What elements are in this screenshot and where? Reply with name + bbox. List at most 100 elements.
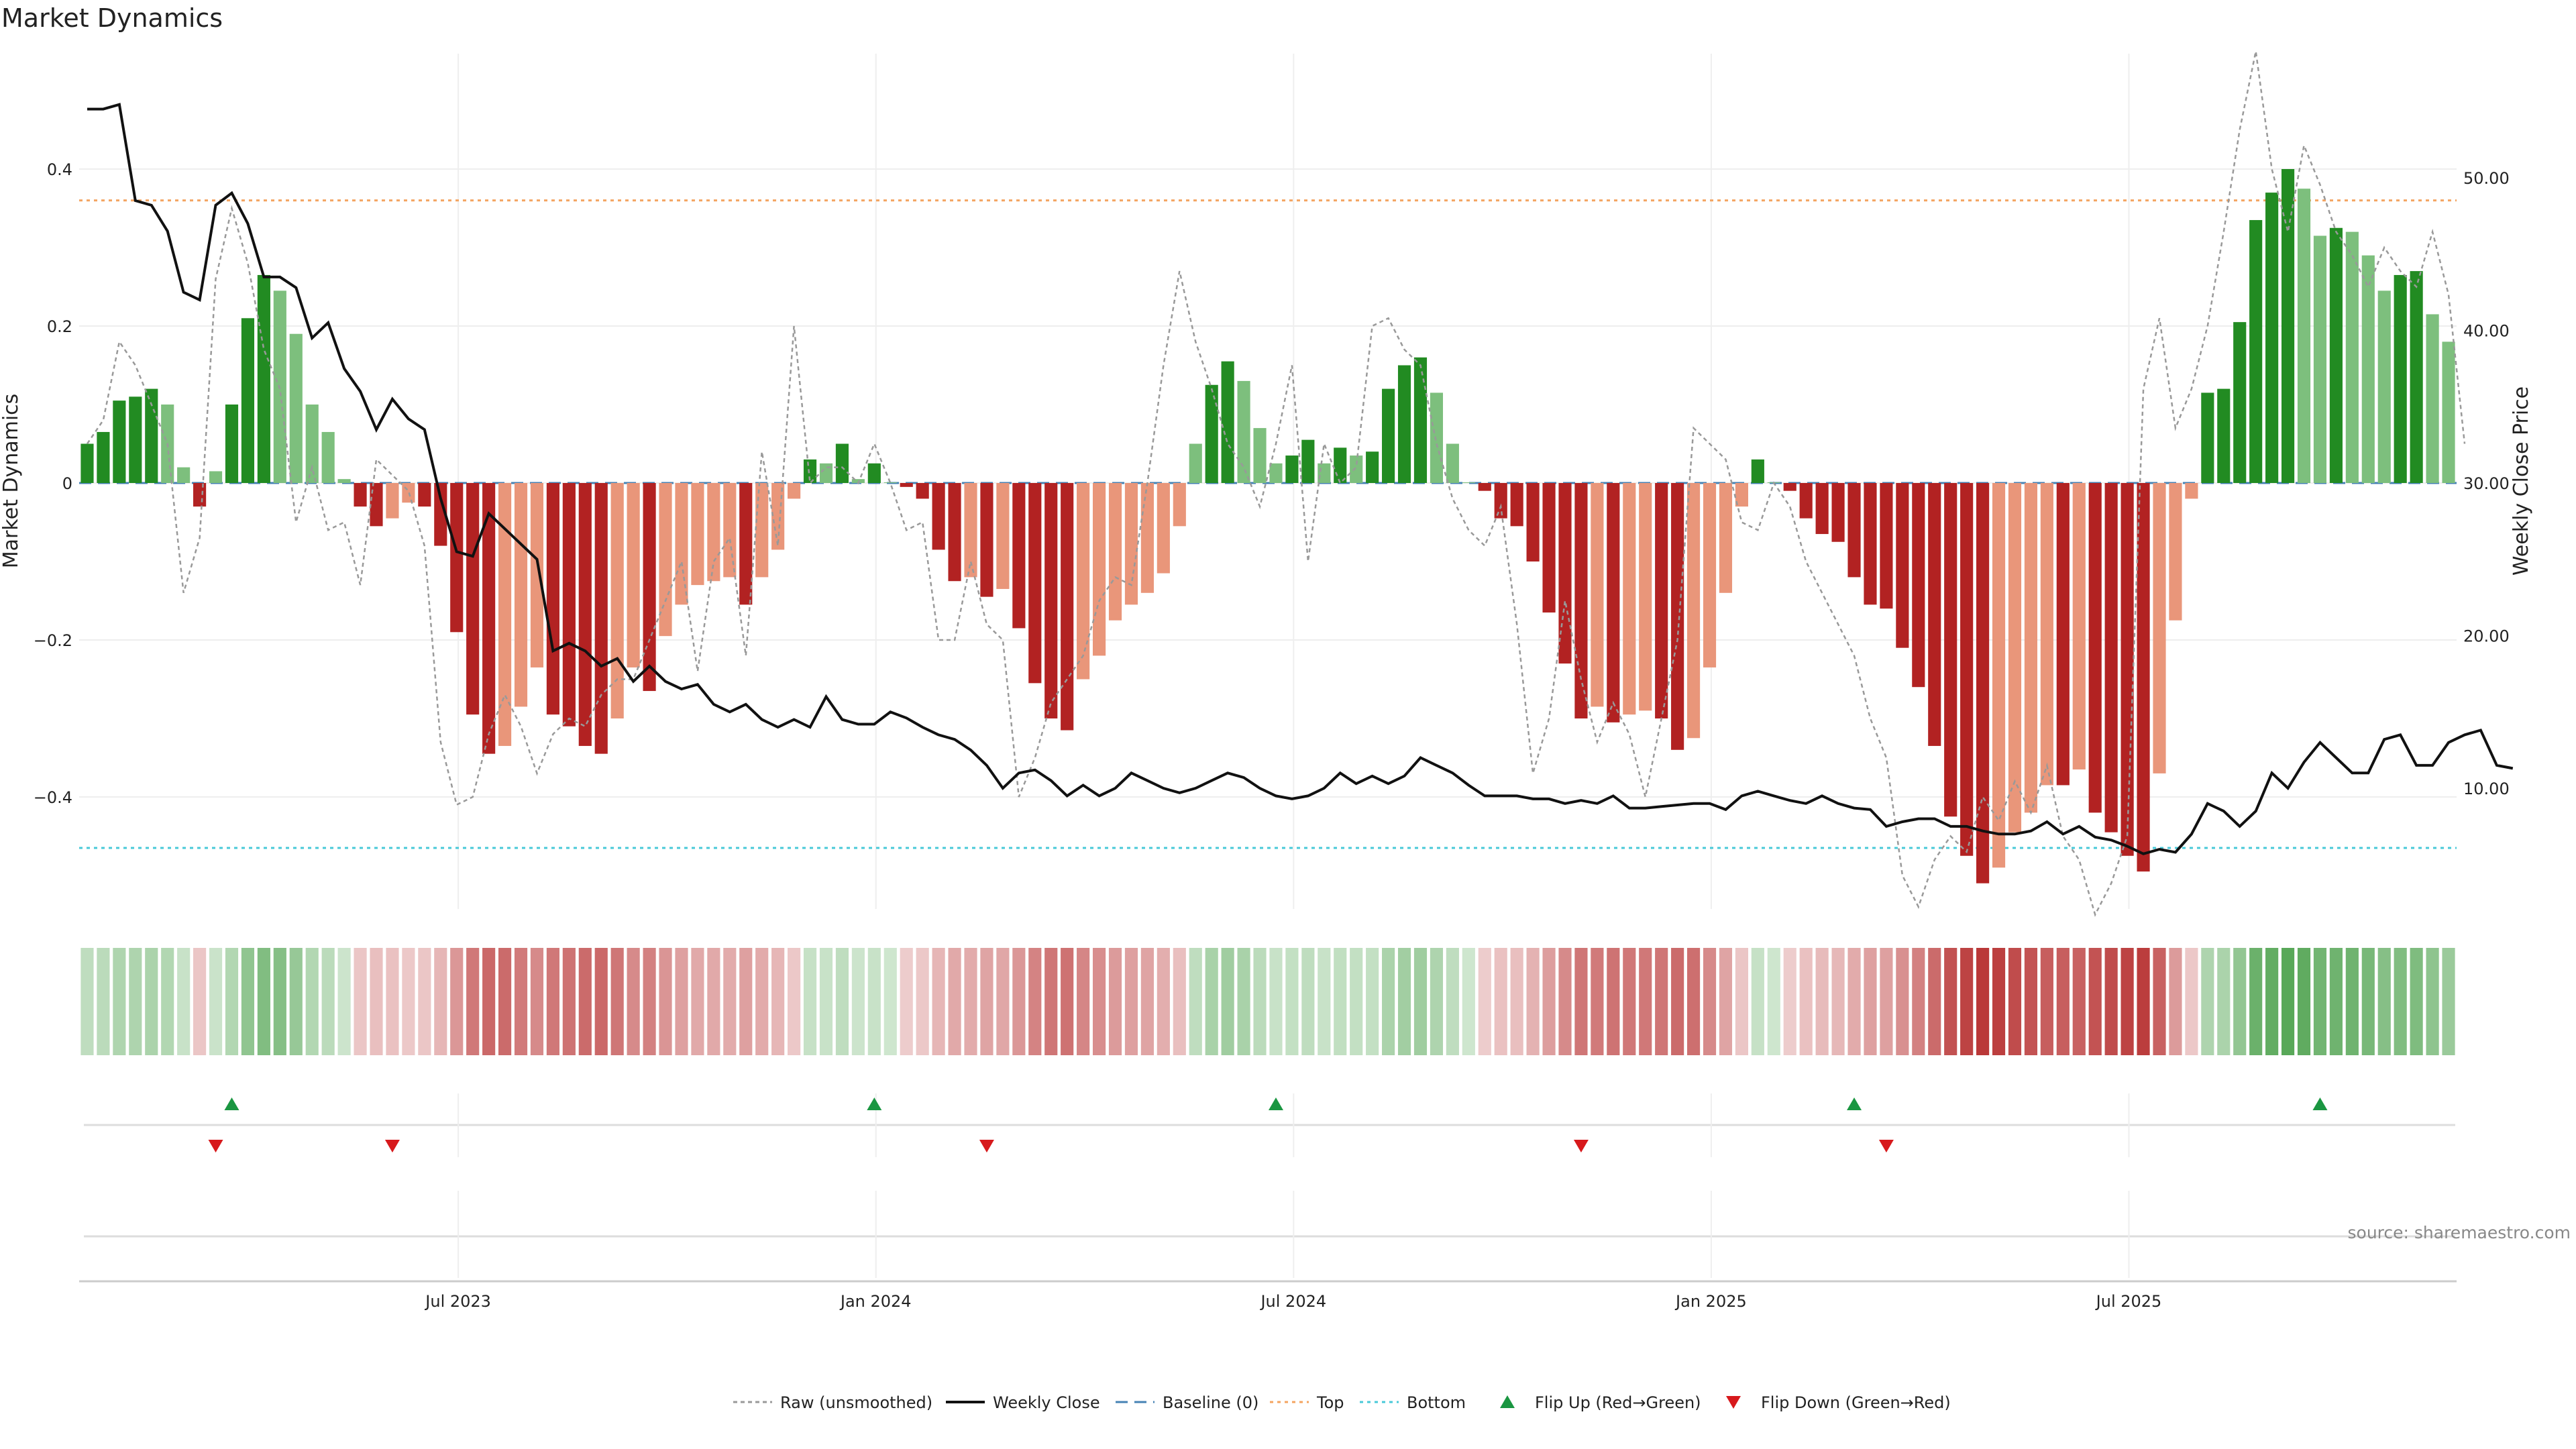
dynamics-bar	[1928, 483, 1941, 746]
heat-cell	[2008, 948, 2022, 1055]
dynamics-bar	[466, 483, 480, 715]
heat-cell	[1044, 948, 1058, 1055]
dynamics-bar	[1558, 483, 1572, 664]
heat-cell	[578, 948, 592, 1055]
dynamics-bar	[1189, 443, 1202, 483]
dynamics-bar	[1092, 483, 1106, 656]
dynamics-bar	[1446, 443, 1459, 483]
dynamics-bar	[257, 274, 270, 483]
heat-cell	[1494, 948, 1507, 1055]
dynamics-bar	[755, 483, 769, 578]
heat-cell	[771, 948, 785, 1055]
dynamics-bar	[1912, 483, 1925, 688]
dynamics-bar	[707, 483, 720, 582]
dynamics-bar	[2088, 483, 2102, 813]
heat-cell	[2072, 948, 2086, 1055]
heat-cell	[1077, 948, 1090, 1055]
heat-cell	[1430, 948, 1444, 1055]
dynamics-bar	[1124, 483, 1138, 605]
heat-cell	[2088, 948, 2102, 1055]
dynamics-bar	[1205, 384, 1218, 483]
dynamics-bar	[594, 483, 608, 754]
dynamics-bar	[1783, 483, 1796, 491]
heat-cell	[1478, 948, 1491, 1055]
heat-cell	[2345, 948, 2359, 1055]
heat-cell	[964, 948, 977, 1055]
dynamics-bar	[578, 483, 592, 746]
dynamics-bar	[2153, 483, 2166, 773]
weekly-close-line	[87, 103, 2514, 855]
heat-cell	[1124, 948, 1138, 1055]
heat-cell	[1366, 948, 1379, 1055]
heat-cell	[1831, 948, 1845, 1055]
heat-cell	[2217, 948, 2231, 1055]
heat-cell	[691, 948, 704, 1055]
heat-cell	[932, 948, 945, 1055]
heat-cell	[1462, 948, 1475, 1055]
heat-cell	[337, 948, 351, 1055]
heat-cell	[177, 948, 191, 1055]
dynamics-bar	[1686, 483, 1701, 739]
heat-cell	[450, 948, 464, 1055]
dynamics-bar	[2040, 483, 2053, 786]
dynamics-bar	[1526, 483, 1540, 561]
dynamics-bar	[1623, 483, 1636, 715]
heat-cell	[627, 948, 640, 1055]
heat-cell	[1108, 948, 1122, 1055]
heat-cell	[2121, 948, 2134, 1055]
dynamics-bar	[2329, 227, 2343, 483]
heat-cell	[610, 948, 624, 1055]
dynamics-bar	[370, 483, 383, 527]
dynamics-bar	[964, 483, 977, 578]
legend-label: Top	[1316, 1393, 1344, 1412]
heat-cell	[803, 948, 817, 1055]
heat-cell	[562, 948, 576, 1055]
dynamics-bar	[1703, 483, 1717, 667]
dynamics-bar	[80, 443, 94, 483]
heat-cell	[1205, 948, 1218, 1055]
heat-cell	[2249, 948, 2263, 1055]
dynamics-bar	[2008, 483, 2022, 833]
heat-cell	[1944, 948, 1957, 1055]
dynamics-bar	[1269, 463, 1283, 483]
dynamics-bar	[2056, 483, 2070, 786]
heat-cell	[1639, 948, 1652, 1055]
dynamics-bar	[1221, 361, 1234, 483]
dynamics-bar	[1382, 388, 1395, 483]
heat-cell	[1703, 948, 1717, 1055]
heat-cell	[996, 948, 1010, 1055]
dynamics-bar	[739, 483, 753, 605]
dynamics-bar	[1140, 483, 1154, 593]
dynamics-bar	[2217, 388, 2231, 483]
heat-cell	[819, 948, 833, 1055]
legend-label: Flip Down (Green→Red)	[1761, 1393, 1951, 1412]
dynamics-bar	[2410, 271, 2423, 483]
heat-cell	[145, 948, 158, 1055]
dynamics-bar	[386, 483, 399, 519]
regime-heat-strip	[80, 948, 2455, 1055]
heat-cell	[835, 948, 849, 1055]
heat-cell	[257, 948, 270, 1055]
legend-label: Raw (unsmoothed)	[780, 1393, 932, 1412]
heat-cell	[113, 948, 126, 1055]
dynamics-bar	[723, 483, 737, 578]
dynamics-bar	[177, 467, 191, 483]
heat-cell	[1607, 948, 1620, 1055]
heat-cell	[1751, 948, 1764, 1055]
dynamics-bar	[1173, 483, 1186, 527]
heat-cell	[289, 948, 303, 1055]
flip-up-marker	[1268, 1097, 1283, 1110]
heat-cell	[402, 948, 415, 1055]
dynamics-bar	[450, 483, 464, 633]
heat-cell	[2024, 948, 2038, 1055]
right-tick-label: 20.00	[2463, 627, 2510, 646]
dynamics-bar	[819, 463, 833, 483]
heat-cell	[2329, 948, 2343, 1055]
dynamics-bar	[1478, 483, 1491, 491]
heat-cell	[2137, 948, 2150, 1055]
heat-cell	[1558, 948, 1572, 1055]
dynamics-bar	[1061, 483, 1074, 731]
flip-down-marker	[384, 1140, 400, 1152]
dynamics-bar	[2121, 483, 2134, 856]
heat-cell	[788, 948, 801, 1055]
